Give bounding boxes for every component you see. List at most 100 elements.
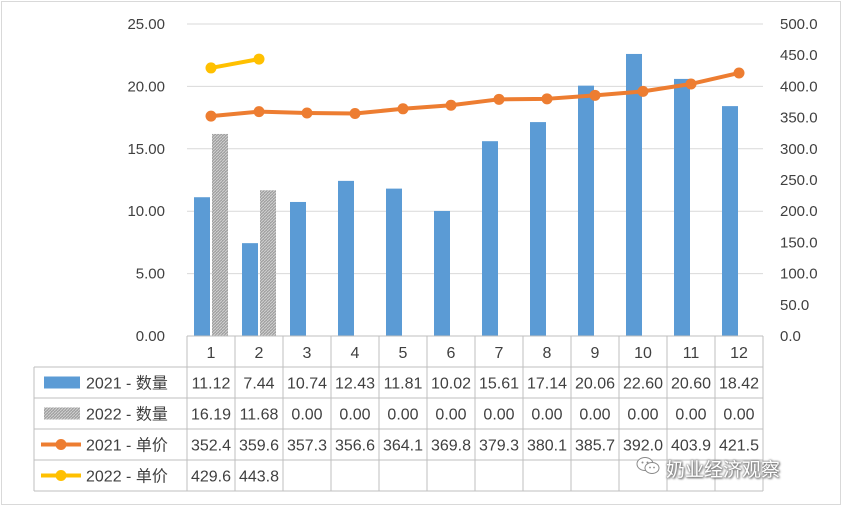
line-point-2 xyxy=(541,93,553,105)
line-point-2 xyxy=(349,107,361,119)
line-point-2 xyxy=(445,99,457,111)
right-axis-tick-label: 0.0 xyxy=(780,328,801,345)
left-axis-tick-label: 20.00 xyxy=(127,78,165,95)
category-label: 8 xyxy=(543,345,552,362)
line-point-2 xyxy=(637,85,649,97)
right-axis-tick-label: 250.0 xyxy=(780,172,818,189)
series-line-2 xyxy=(210,71,740,119)
series-line-3 xyxy=(210,57,260,70)
right-axis-tick-label: 300.0 xyxy=(780,141,818,158)
data-label: 18.42 xyxy=(719,376,759,393)
left-axis-tick-label: 10.00 xyxy=(127,203,165,220)
right-axis-tick-label: 50.0 xyxy=(780,297,809,314)
right-axis-tick-label: 350.0 xyxy=(780,110,818,127)
category-label: 1 xyxy=(207,345,216,362)
line-point-2 xyxy=(253,106,265,118)
data-label: 11.12 xyxy=(192,376,231,393)
line-point-2 xyxy=(685,78,697,90)
right-axis-tick-label: 150.0 xyxy=(780,234,818,251)
series-name: 2022 - 单价 xyxy=(86,468,168,486)
data-label: 17.14 xyxy=(527,376,567,393)
data-label: 15.61 xyxy=(479,376,519,393)
line-point-2 xyxy=(589,89,601,101)
category-label: 10 xyxy=(634,345,652,362)
category-label: 7 xyxy=(495,345,504,362)
category-label: 4 xyxy=(351,345,360,362)
data-label: 10.74 xyxy=(287,376,327,393)
legend-key-marker xyxy=(55,470,67,481)
data-label: 352.4 xyxy=(191,438,231,455)
bar-2021 xyxy=(482,141,498,336)
data-label: 429.6 xyxy=(191,469,231,486)
data-label: 385.7 xyxy=(575,438,615,455)
data-label: 379.3 xyxy=(479,438,519,455)
category-label: 6 xyxy=(447,345,456,362)
data-label: 443.8 xyxy=(239,469,279,486)
data-label: 22.60 xyxy=(623,376,663,393)
wechat-icon xyxy=(636,456,660,482)
data-label: 364.1 xyxy=(383,438,423,455)
data-label: 7.44 xyxy=(243,376,274,393)
bar-2021 xyxy=(626,53,642,337)
data-label: 356.6 xyxy=(335,438,375,455)
data-label: 421.5 xyxy=(719,438,759,455)
data-label: 16.19 xyxy=(191,407,231,424)
bar-2022 xyxy=(260,190,276,336)
line-point-3 xyxy=(205,62,217,74)
data-label: 359.6 xyxy=(239,438,279,455)
series-name: 2021 - 单价 xyxy=(86,437,168,455)
right-axis-tick-label: 400.0 xyxy=(780,78,818,95)
data-label: 403.9 xyxy=(671,438,711,455)
category-label: 2 xyxy=(255,345,264,362)
right-axis-tick-label: 450.0 xyxy=(780,47,818,64)
data-label: 392.0 xyxy=(623,438,663,455)
data-label: 10.02 xyxy=(431,376,471,393)
line-point-3 xyxy=(253,53,265,65)
line-point-2 xyxy=(733,67,745,79)
legend-key-bar xyxy=(44,376,80,389)
legend-key-bar xyxy=(44,407,80,420)
bar-2022 xyxy=(212,133,228,336)
data-label: 357.3 xyxy=(287,438,327,455)
category-label: 3 xyxy=(303,345,312,362)
series-name: 2021 - 数量 xyxy=(86,375,168,393)
data-label: 0.00 xyxy=(627,407,658,424)
data-label: 11.81 xyxy=(384,376,423,393)
watermark-text: 奶业经济观察 xyxy=(666,460,781,481)
line-point-2 xyxy=(397,103,409,115)
data-label: 12.43 xyxy=(335,376,375,393)
data-label: 0.00 xyxy=(291,407,322,424)
bar-2021 xyxy=(722,106,738,336)
line-point-2 xyxy=(205,110,217,122)
bar-2021 xyxy=(578,85,594,336)
data-label: 0.00 xyxy=(435,407,466,424)
bar-2021 xyxy=(194,197,210,336)
data-label: 20.60 xyxy=(671,376,711,393)
right-axis-tick-label: 200.0 xyxy=(780,203,818,220)
line-point-2 xyxy=(493,93,505,105)
right-axis-tick-label: 100.0 xyxy=(780,266,818,283)
data-label: 0.00 xyxy=(387,407,418,424)
data-label: 11.68 xyxy=(240,407,279,424)
bar-2021 xyxy=(674,78,690,337)
bar-2021 xyxy=(386,188,402,336)
data-label: 0.00 xyxy=(579,407,610,424)
category-label: 12 xyxy=(730,345,748,362)
left-axis-tick-label: 5.00 xyxy=(136,266,165,283)
left-axis-tick-label: 0.00 xyxy=(136,328,165,345)
line-point-2 xyxy=(301,107,313,119)
bar-2021 xyxy=(290,201,306,336)
data-label: 20.06 xyxy=(575,376,615,393)
data-label: 0.00 xyxy=(531,407,562,424)
category-label: 5 xyxy=(399,345,408,362)
data-label: 380.1 xyxy=(527,438,567,455)
data-label: 0.00 xyxy=(483,407,514,424)
data-label: 369.8 xyxy=(431,438,471,455)
legend-key-marker xyxy=(55,439,67,450)
bar-2021 xyxy=(434,210,450,336)
data-label: 0.00 xyxy=(339,407,370,424)
data-label: 0.00 xyxy=(675,407,706,424)
right-axis-tick-label: 500.0 xyxy=(780,16,818,33)
